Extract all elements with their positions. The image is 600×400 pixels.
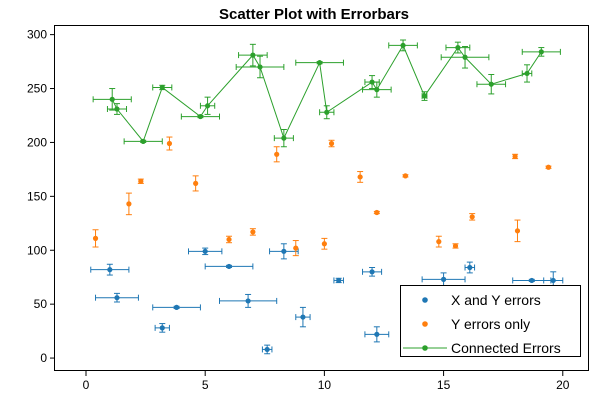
data-point [374,209,380,216]
chart-title: Scatter Plot with Errorbars [219,6,409,23]
data-point [159,325,165,331]
data-point [374,87,380,93]
data-point [193,180,199,187]
data-point [250,52,256,58]
data-point [400,42,406,49]
data-point [300,314,306,320]
x-tick-label: 15 [437,378,451,392]
series-line [111,44,542,143]
data-point [140,138,146,144]
data-point [138,178,144,184]
data-point [436,239,442,245]
data-point [264,346,270,353]
data-point [421,93,428,99]
data-point [374,331,380,337]
data-point [204,103,211,109]
data-point [226,263,232,270]
data-point [550,277,556,284]
data-point [369,269,375,275]
data-point [197,113,204,120]
legend-label: X and Y errors [451,292,541,308]
data-point [455,44,461,51]
data-point [529,277,535,284]
data-point [321,241,327,247]
data-point [107,267,113,273]
data-point [317,60,323,66]
data-point [538,49,544,55]
data-point [328,140,335,147]
data-point [452,243,459,249]
legend-label: Connected Errors [451,340,561,356]
plot-marks [90,39,564,355]
y-tick-label: 100 [27,243,47,257]
data-point [524,70,530,77]
data-point [166,140,173,147]
x-tick-label: 10 [318,378,332,392]
data-point [357,174,363,180]
data-point [324,109,330,115]
data-point [92,235,99,241]
data-point [173,304,180,310]
data-point [293,245,299,251]
data-point [226,236,232,243]
legend-swatch-marker [422,297,428,303]
data-point [274,151,280,157]
data-point [257,64,263,70]
y-tick-label: 250 [27,82,47,96]
series-0 [90,243,564,355]
data-point [281,248,287,254]
data-point [545,164,552,170]
legend-swatch-marker [422,345,428,351]
data-point [245,298,251,304]
x-tick-label: 5 [202,378,209,392]
data-point [114,106,120,112]
data-point [159,84,165,91]
data-point [109,96,115,102]
data-point [514,228,521,234]
y-tick-label: 0 [40,351,47,365]
y-tick-label: 200 [27,135,47,149]
data-point [250,229,256,235]
data-point [336,277,342,284]
data-point [126,201,132,207]
data-point [440,276,447,282]
data-point [469,214,475,220]
series-2 [92,39,561,148]
legend-label: Y errors only [451,316,530,332]
data-point [281,135,287,141]
y-tick-label: 300 [27,28,47,42]
data-point [467,264,473,271]
x-tick-label: 0 [83,378,90,392]
y-tick-label: 150 [27,189,47,203]
legend-swatch-marker [422,321,428,327]
y-tick-label: 50 [34,297,48,311]
x-tick-label: 20 [556,378,570,392]
data-point [114,295,120,301]
plot-area-frame [54,25,589,371]
data-point [402,173,409,179]
legend: X and Y errors Y errors only Connected Err… [400,285,581,357]
data-point [369,79,375,85]
series-1 [92,136,552,257]
data-point [462,54,468,60]
data-point [202,248,208,254]
legend-box [400,285,581,357]
data-point [488,81,494,87]
data-point [512,153,518,160]
